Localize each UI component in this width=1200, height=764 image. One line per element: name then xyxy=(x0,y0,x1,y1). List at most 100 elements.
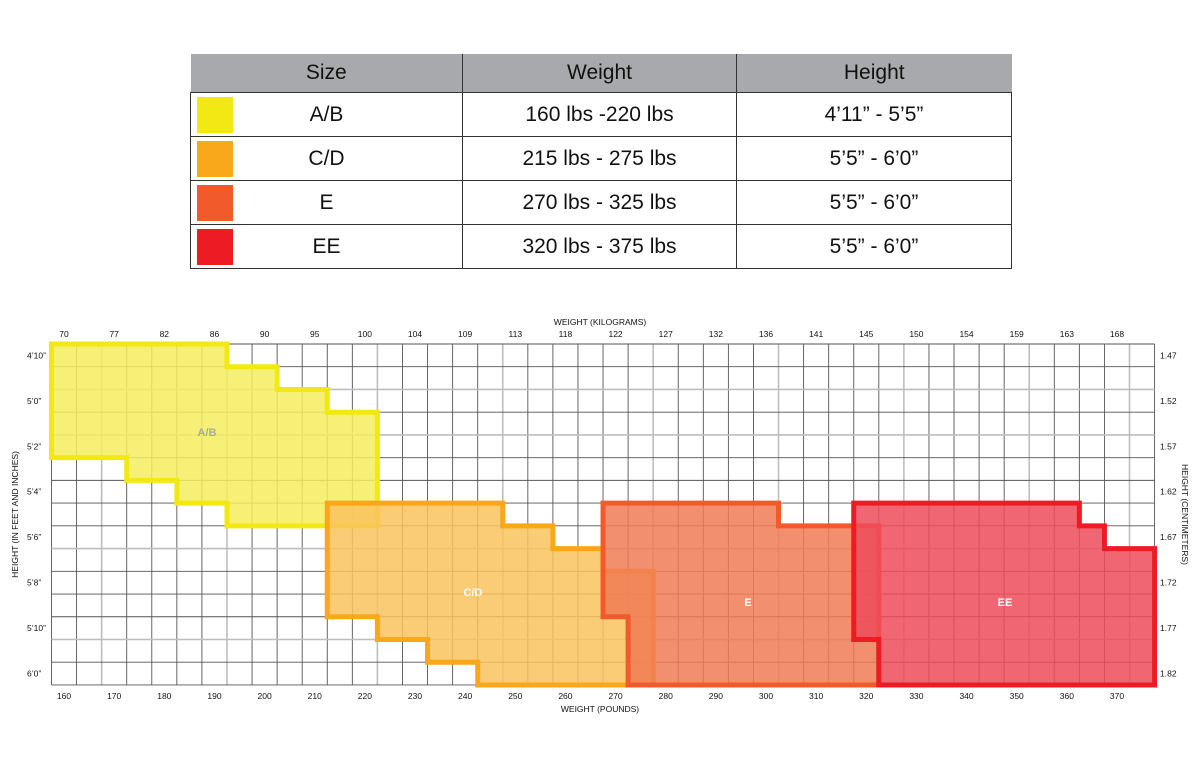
top-axis-title: WEIGHT (KILOGRAMS) xyxy=(554,317,647,327)
x-tick-label-kg: 82 xyxy=(160,329,170,339)
region-label: C/D xyxy=(464,587,483,599)
color-swatch xyxy=(197,97,233,133)
y-tick-label-m: 1.67 xyxy=(1160,532,1177,542)
y-tick-label-ft: 5’6” xyxy=(27,532,41,542)
y-axis-title-left: HEIGHT (IN FEET AND INCHES) xyxy=(10,451,20,578)
height-cell: 5’5” - 6’0” xyxy=(736,224,1012,269)
x-tick-label-kg: 86 xyxy=(210,329,220,339)
y-tick-label-m: 1.82 xyxy=(1160,669,1177,679)
x-tick-label-lbs: 310 xyxy=(809,691,823,701)
x-tick-label-kg: 154 xyxy=(959,329,973,339)
y-tick-label-ft: 5’4” xyxy=(27,487,41,497)
y-tick-label-ft: 5’2” xyxy=(27,441,41,451)
size-cell: E xyxy=(190,180,463,225)
x-tick-label-kg: 163 xyxy=(1060,329,1074,339)
x-tick-label-lbs: 180 xyxy=(157,691,171,701)
x-tick-label-lbs: 210 xyxy=(308,691,322,701)
color-swatch xyxy=(197,141,233,177)
x-tick-label-kg: 118 xyxy=(559,329,573,339)
table-row: E 270 lbs - 325 lbs 5’5” - 6’0” xyxy=(190,180,1012,225)
size-cell: C/D xyxy=(190,136,463,181)
size-label: E xyxy=(319,190,334,214)
x-tick-label-lbs: 290 xyxy=(709,691,723,701)
y-tick-label-ft: 5’10” xyxy=(27,623,46,633)
x-tick-label-kg: 100 xyxy=(358,329,372,339)
x-tick-label-lbs: 260 xyxy=(558,691,572,701)
x-tick-label-kg: 136 xyxy=(759,329,773,339)
region-label: E xyxy=(744,597,751,609)
color-swatch xyxy=(197,229,233,265)
x-tick-label-lbs: 170 xyxy=(107,691,121,701)
y-tick-label-m: 1.52 xyxy=(1160,396,1177,406)
x-tick-label-kg: 159 xyxy=(1010,329,1024,339)
region-label: EE xyxy=(998,597,1013,609)
y-tick-label-m: 1.47 xyxy=(1160,350,1177,360)
size-label: A/B xyxy=(309,102,344,126)
x-tick-label-lbs: 320 xyxy=(859,691,873,701)
x-tick-label-lbs: 370 xyxy=(1110,691,1124,701)
x-tick-label-lbs: 360 xyxy=(1060,691,1074,701)
x-tick-label-kg: 150 xyxy=(909,329,923,339)
x-tick-label-lbs: 300 xyxy=(759,691,773,701)
x-tick-label-lbs: 200 xyxy=(258,691,272,701)
weight-cell: 160 lbs -220 lbs xyxy=(462,92,737,137)
region-label: A/B xyxy=(198,427,217,439)
size-label: EE xyxy=(312,234,341,258)
x-tick-label-kg: 145 xyxy=(859,329,873,339)
x-tick-label-lbs: 340 xyxy=(959,691,973,701)
weight-cell: 215 lbs - 275 lbs xyxy=(462,136,737,181)
header-weight: Weight xyxy=(462,54,737,93)
y-tick-label-m: 1.62 xyxy=(1160,487,1177,497)
y-tick-label-ft: 6’0” xyxy=(27,669,41,679)
x-tick-label-kg: 113 xyxy=(509,329,523,339)
table-row: A/B 160 lbs -220 lbs 4’11” - 5’5” xyxy=(190,92,1012,137)
weight-cell: 320 lbs - 375 lbs xyxy=(462,224,737,269)
table-header-row: Size Weight Height xyxy=(190,54,1012,93)
color-swatch xyxy=(197,185,233,221)
x-tick-label-lbs: 190 xyxy=(207,691,221,701)
size-cell: A/B xyxy=(190,92,463,137)
x-tick-label-lbs: 280 xyxy=(659,691,673,701)
x-tick-label-kg: 109 xyxy=(458,329,472,339)
height-cell: 5’5” - 6’0” xyxy=(736,180,1012,225)
height-cell: 5’5” - 6’0” xyxy=(736,136,1012,181)
x-tick-label-lbs: 230 xyxy=(408,691,422,701)
region-e xyxy=(600,500,882,688)
y-tick-label-m: 1.77 xyxy=(1160,623,1177,633)
size-label: C/D xyxy=(308,146,345,170)
x-tick-label-kg: 168 xyxy=(1110,329,1124,339)
x-tick-label-lbs: 270 xyxy=(608,691,622,701)
size-table: Size Weight Height A/B 160 lbs -220 lbs … xyxy=(190,54,1012,269)
x-axis-title: WEIGHT (POUNDS) xyxy=(561,704,639,714)
x-tick-label-lbs: 240 xyxy=(458,691,472,701)
x-tick-label-kg: 70 xyxy=(59,329,69,339)
x-tick-label-kg: 127 xyxy=(659,329,673,339)
weight-cell: 270 lbs - 325 lbs xyxy=(462,180,737,225)
x-tick-label-lbs: 350 xyxy=(1010,691,1024,701)
header-height: Height xyxy=(736,54,1012,93)
x-tick-label-lbs: 160 xyxy=(57,691,71,701)
header-size: Size xyxy=(190,54,463,93)
x-tick-label-kg: 132 xyxy=(709,329,723,339)
y-axis-title-right: HEIGHT (CENTIMETERS) xyxy=(1180,464,1190,565)
y-tick-label-ft: 4’10” xyxy=(27,350,46,360)
region-ee xyxy=(851,500,1158,688)
table-row: C/D 215 lbs - 275 lbs 5’5” - 6’0” xyxy=(190,136,1012,181)
x-tick-label-kg: 104 xyxy=(408,329,422,339)
y-tick-label-m: 1.72 xyxy=(1160,578,1177,588)
table-row: EE 320 lbs - 375 lbs 5’5” - 6’0” xyxy=(190,224,1012,269)
x-tick-label-kg: 77 xyxy=(109,329,119,339)
y-tick-label-ft: 5’0” xyxy=(27,396,41,406)
x-tick-label-lbs: 330 xyxy=(909,691,923,701)
x-tick-label-lbs: 220 xyxy=(358,691,372,701)
x-tick-label-kg: 141 xyxy=(809,329,823,339)
y-tick-label-ft: 5’8” xyxy=(27,578,41,588)
x-tick-label-kg: 90 xyxy=(260,329,270,339)
x-tick-label-kg: 95 xyxy=(310,329,320,339)
y-tick-label-m: 1.57 xyxy=(1160,441,1177,451)
x-tick-label-lbs: 250 xyxy=(508,691,522,701)
size-cell: EE xyxy=(190,224,463,269)
height-cell: 4’11” - 5’5” xyxy=(736,92,1012,137)
x-tick-label-kg: 122 xyxy=(608,329,622,339)
